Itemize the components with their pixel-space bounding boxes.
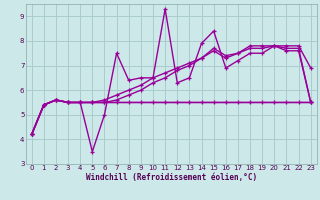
- X-axis label: Windchill (Refroidissement éolien,°C): Windchill (Refroidissement éolien,°C): [86, 172, 257, 182]
